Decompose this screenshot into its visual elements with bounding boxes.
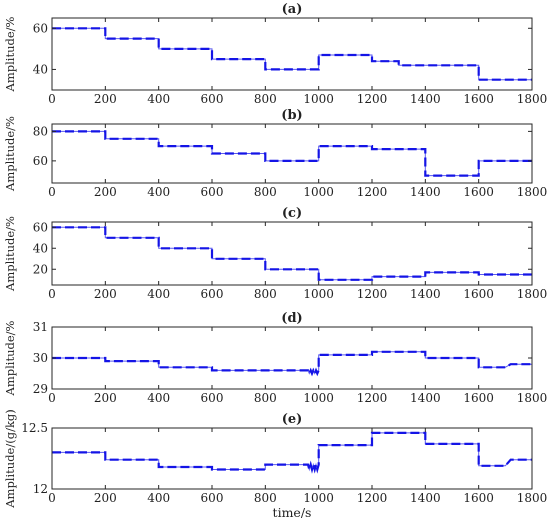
panel-title: (e) (282, 412, 303, 427)
x-tick-label: 200 (94, 185, 117, 199)
x-tick-label: 1800 (517, 391, 548, 405)
x-tick-label: 400 (147, 391, 170, 405)
panel-title: (b) (281, 108, 302, 123)
series-line (52, 27, 532, 81)
panel-c: (c) 0 200 400 600 800 1000 1200 1400 1600 1800 20 40… (3, 206, 547, 301)
panel-e: (e) 0 200 400 600 800 1000 1200 1400 1600 1800 12 12… (3, 409, 547, 520)
panel-a: (a) 0 200 400 600 800 1000 1200 1400 1600 1800 40 60… (3, 2, 547, 106)
x-tick-label: 200 (94, 391, 117, 405)
panel-title: (d) (281, 311, 302, 326)
y-tick-label: 40 (33, 241, 48, 255)
y-tick-label: 29 (33, 382, 48, 396)
y-axis-label: Amplitude/(g/kg) (3, 409, 17, 509)
panel-title: (a) (282, 2, 303, 17)
y-tick-label: 60 (33, 154, 48, 168)
plot-area (51, 17, 533, 91)
x-tick-label: 1800 (517, 491, 548, 505)
x-tick-label: 600 (201, 185, 224, 199)
x-tick-label: 1000 (303, 391, 334, 405)
x-tick-label: 0 (48, 391, 56, 405)
series-line-base (52, 226, 532, 281)
series-line (52, 226, 532, 281)
x-tick-label: 1400 (410, 185, 441, 199)
plot-area (51, 221, 533, 286)
x-tick-label: 600 (201, 491, 224, 505)
y-tick-label: 40 (33, 62, 48, 76)
y-tick-label: 60 (33, 220, 48, 234)
x-tick-label: 1600 (463, 491, 494, 505)
x-tick-label: 800 (254, 185, 277, 199)
plot-area (51, 123, 533, 184)
x-tick-label: 1000 (303, 491, 334, 505)
plot-area (51, 427, 533, 490)
x-tick-label: 800 (254, 287, 277, 301)
y-tick-label: 30 (33, 351, 48, 365)
x-tick-label: 1200 (357, 391, 388, 405)
x-tick-label: 1800 (517, 92, 548, 106)
x-tick-label: 1400 (410, 287, 441, 301)
x-tick-label: 1600 (463, 185, 494, 199)
x-tick-label: 1800 (517, 185, 548, 199)
x-tick-label: 0 (48, 185, 56, 199)
x-tick-label: 0 (48, 287, 56, 301)
series-line (52, 350, 532, 377)
x-tick-label: 1400 (410, 391, 441, 405)
x-tick-label: 400 (147, 287, 170, 301)
x-tick-label: 1200 (357, 92, 388, 106)
x-tick-label: 400 (147, 185, 170, 199)
x-tick-label: 1600 (463, 391, 494, 405)
y-tick-label: 60 (33, 21, 48, 35)
y-axis-label: Amplitude/% (3, 116, 17, 192)
x-tick-label: 800 (254, 92, 277, 106)
x-tick-label: 0 (48, 491, 56, 505)
y-tick-label: 80 (33, 124, 48, 138)
x-tick-label: 1200 (357, 491, 388, 505)
x-tick-label: 1600 (463, 287, 494, 301)
x-tick-label: 1800 (517, 287, 548, 301)
x-tick-label: 0 (48, 92, 56, 106)
x-axis-label: time/s (273, 505, 312, 520)
panel-d: (d) 0 200 400 600 800 1000 1200 1400 1600 1800 29 30… (3, 311, 547, 405)
x-tick-label: 1400 (410, 491, 441, 505)
x-tick-label: 1000 (303, 287, 334, 301)
x-tick-label: 1200 (357, 185, 388, 199)
x-tick-label: 800 (254, 491, 277, 505)
x-tick-label: 1000 (303, 185, 334, 199)
x-tick-label: 1200 (357, 287, 388, 301)
x-tick-label: 600 (201, 287, 224, 301)
x-tick-label: 400 (147, 92, 170, 106)
panel-title: (c) (282, 206, 302, 221)
y-axis-label: Amplitude/% (3, 16, 17, 92)
y-axis-label: Amplitude/% (3, 216, 17, 292)
y-tick-label: 12.5 (21, 421, 48, 435)
panel-b: (b) 0 200 400 600 800 1000 1200 1400 1600 1800 60 80… (3, 108, 547, 199)
x-tick-label: 400 (147, 491, 170, 505)
x-tick-label: 1600 (463, 92, 494, 106)
x-tick-label: 1000 (303, 92, 334, 106)
series-line (52, 431, 532, 474)
x-tick-label: 600 (201, 92, 224, 106)
x-tick-label: 200 (94, 491, 117, 505)
y-axis-label: Amplitude/% (3, 320, 17, 396)
x-tick-label: 600 (201, 391, 224, 405)
y-tick-label: 12 (33, 482, 48, 496)
x-tick-label: 1400 (410, 92, 441, 106)
y-tick-label: 31 (33, 320, 48, 334)
x-tick-label: 800 (254, 391, 277, 405)
series-line-base (52, 27, 532, 81)
series-line (52, 130, 532, 177)
y-tick-label: 20 (33, 262, 48, 276)
x-tick-label: 200 (94, 92, 117, 106)
x-tick-label: 200 (94, 287, 117, 301)
